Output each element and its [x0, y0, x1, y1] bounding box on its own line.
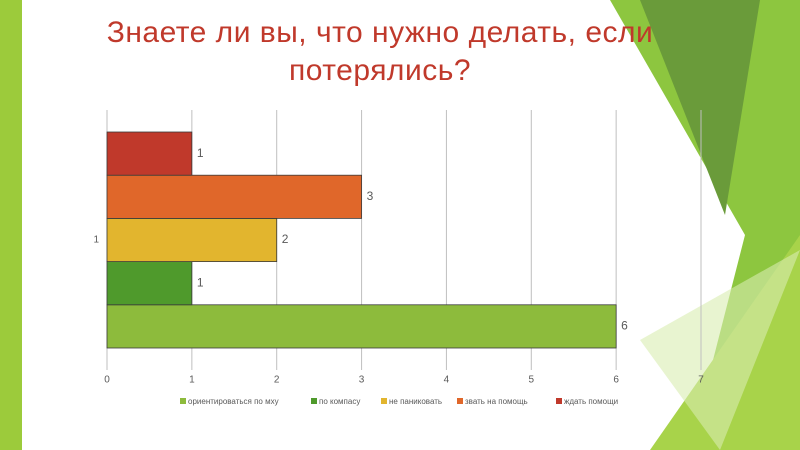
- value-label: 6: [621, 319, 628, 333]
- value-label: 1: [197, 275, 204, 289]
- legend-marker: [556, 398, 562, 404]
- bar: [106, 217, 278, 262]
- y-tick-label: 1: [93, 235, 99, 246]
- legend-label: ориентироваться по мху: [188, 397, 279, 406]
- x-tick-label: 0: [104, 375, 110, 386]
- bar: [106, 261, 193, 306]
- x-tick-label: 7: [698, 375, 704, 386]
- left-strip: [0, 0, 22, 450]
- x-tick-label: 3: [359, 375, 365, 386]
- legend-marker: [311, 398, 317, 404]
- plot-area: 0 1 2 3 4 5 6 7 1 6 1 2 3 1 ориентироваться по мху по к…: [93, 110, 704, 406]
- value-label: 2: [282, 232, 289, 246]
- chart-title: Знаете ли вы, что нужно делать, если пот…: [106, 16, 654, 87]
- x-tick-label: 6: [613, 375, 619, 386]
- legend-label: звать на помощь: [465, 397, 528, 406]
- legend-label: ждать помощи: [564, 397, 618, 406]
- legend-marker: [381, 398, 387, 404]
- bar: [106, 131, 193, 176]
- legend-label: по компасу: [319, 397, 360, 406]
- x-tick-label: 5: [529, 375, 535, 386]
- value-label: 1: [197, 146, 204, 160]
- bar: [106, 174, 362, 219]
- legend-marker: [180, 398, 186, 404]
- x-tick-label: 1: [189, 375, 195, 386]
- right-dark-triangle: [640, 0, 760, 215]
- x-tick-label: 4: [444, 375, 450, 386]
- legend-marker: [457, 398, 463, 404]
- right-light-triangle: [640, 250, 800, 450]
- legend-label: не паниковать: [389, 397, 442, 406]
- bar: [106, 304, 617, 349]
- value-label: 3: [367, 189, 374, 203]
- x-tick-label: 2: [274, 375, 280, 386]
